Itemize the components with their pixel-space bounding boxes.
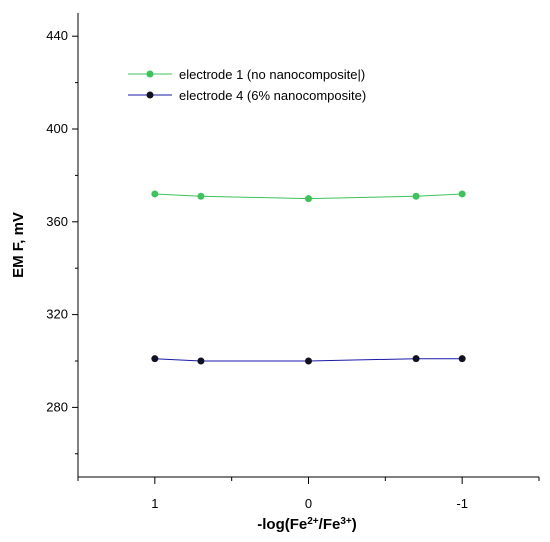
x-axis-title-sup2: 3+ — [340, 516, 352, 527]
legend-marker — [146, 91, 154, 99]
series-2-point — [305, 357, 312, 365]
y-axis-title: EM F, mV — [10, 212, 27, 278]
series-2-point — [412, 355, 420, 363]
series-1-point — [458, 190, 466, 198]
legend-marker — [146, 70, 154, 78]
series-2-point — [197, 357, 205, 365]
series-2 — [151, 355, 466, 365]
series-2-point — [151, 355, 159, 363]
y-tick-label: 360 — [46, 214, 68, 229]
series-2-point — [458, 355, 466, 363]
series-1-point — [305, 195, 312, 203]
x-tick-label: 0 — [305, 496, 312, 511]
y-tick-label: 320 — [46, 307, 68, 322]
x-axis-title-prefix: -log(Fe — [257, 516, 307, 533]
legend-label: electrode 4 (6% nanocomposite) — [179, 88, 366, 103]
x-axis-title-middle: /Fe — [319, 516, 341, 533]
x-tick-label: -1 — [456, 496, 468, 511]
x-axis-title-suffix: ) — [352, 516, 357, 533]
series-1 — [151, 190, 466, 203]
legend-label: electrode 1 (no nanocomposite|) — [179, 67, 365, 82]
y-tick-label: 440 — [46, 28, 68, 43]
x-tick-label: 1 — [151, 496, 158, 511]
series-1-point — [412, 192, 420, 200]
x-axis-title-sup1: 2+ — [307, 516, 319, 527]
series-layer — [151, 190, 466, 365]
series-1-point — [151, 190, 159, 198]
legend-entry-1: electrode 1 (no nanocomposite|) — [128, 67, 365, 82]
legend: electrode 1 (no nanocomposite|) electrode… — [128, 67, 366, 103]
y-tick-label: 280 — [46, 399, 68, 414]
legend-entry-2: electrode 4 (6% nanocomposite) — [128, 88, 366, 103]
axes: 280 320 360 400 440 1 0 -1 — [46, 13, 540, 511]
x-axis-title: -log(Fe2+/Fe3+) — [257, 516, 357, 534]
y-tick-label: 400 — [46, 121, 68, 136]
series-1-point — [197, 192, 205, 200]
